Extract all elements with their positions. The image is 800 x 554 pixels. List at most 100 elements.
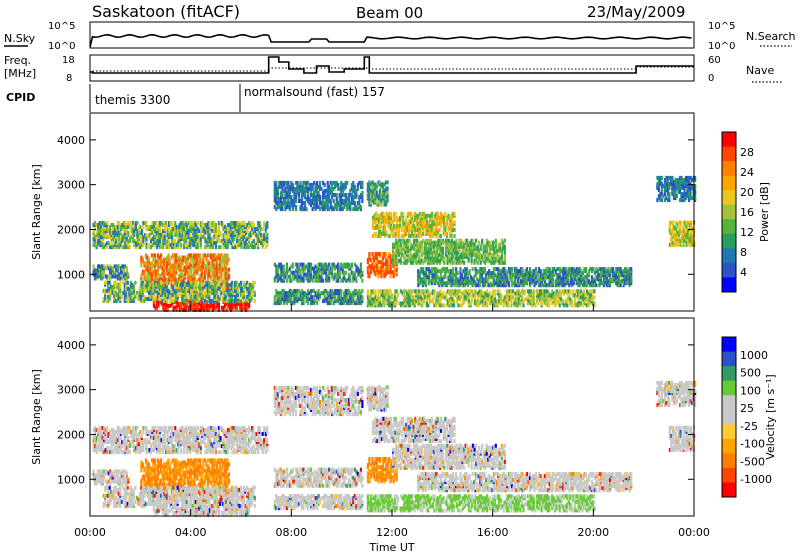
- power-cell: [153, 271, 157, 276]
- power-cell: [445, 221, 449, 226]
- power-cell: [175, 294, 178, 299]
- power-cell: [507, 267, 510, 272]
- power-cell: [305, 197, 308, 201]
- power-cell: [625, 267, 628, 272]
- power-cell: [227, 273, 231, 278]
- power-cell: [420, 213, 423, 218]
- power-cell: [598, 267, 601, 272]
- power-cell: [273, 186, 276, 191]
- power-cell: [441, 238, 444, 243]
- power-cell: [422, 260, 425, 265]
- power-cell: [106, 274, 109, 279]
- power-cell: [257, 239, 260, 244]
- power-cell: [174, 227, 177, 231]
- power-cell: [190, 237, 193, 242]
- power-cell: [353, 207, 356, 212]
- power-cell: [343, 297, 346, 302]
- power-cell: [310, 193, 313, 197]
- power-cell: [282, 264, 285, 269]
- power-cell: [392, 270, 395, 275]
- power-cell: [113, 241, 116, 246]
- power-cell: [343, 182, 346, 187]
- power-cell: [122, 268, 125, 273]
- power-cell: [501, 267, 504, 272]
- power-cell: [220, 290, 223, 295]
- power-cell: [181, 282, 184, 287]
- power-cell: [368, 299, 371, 304]
- power-cell: [494, 273, 497, 278]
- power-cell: [490, 252, 493, 257]
- power-cell: [388, 215, 391, 220]
- power-cell: [152, 284, 155, 289]
- power-cell: [118, 245, 121, 250]
- power-cell: [232, 292, 235, 297]
- power-cell: [126, 286, 129, 291]
- power-cell: [180, 221, 183, 225]
- power-cell: [122, 233, 125, 238]
- power-cell: [377, 225, 381, 230]
- power-cell: [284, 270, 287, 275]
- power-cell: [190, 255, 193, 260]
- power-cell: [424, 267, 427, 272]
- power-cell: [444, 267, 447, 272]
- power-cell: [391, 234, 394, 238]
- power-cell: [618, 283, 621, 288]
- power-cell: [134, 227, 137, 231]
- power-cell: [278, 291, 281, 296]
- power-cell: [519, 267, 522, 272]
- power-cell: [415, 234, 418, 238]
- power-cell: [482, 244, 485, 249]
- power-cell: [610, 267, 613, 272]
- power-cell: [195, 237, 198, 242]
- power-cell: [285, 266, 288, 271]
- power-cell: [137, 237, 140, 242]
- power-cell: [390, 223, 393, 228]
- power-cell: [331, 193, 334, 197]
- power-cell: [521, 275, 524, 280]
- power-cell: [571, 277, 574, 282]
- power-cell: [245, 223, 248, 227]
- power-cell: [358, 205, 361, 210]
- power-cell: [246, 243, 249, 248]
- power-cell: [578, 273, 581, 278]
- power-cell: [196, 233, 199, 238]
- power-cell: [299, 274, 302, 279]
- power-cell: [114, 298, 117, 303]
- power-cell: [303, 205, 307, 210]
- power-cell: [302, 190, 305, 195]
- power-cell: [140, 280, 143, 285]
- power-cell: [545, 267, 548, 272]
- power-cell: [394, 268, 397, 273]
- power-cell: [560, 277, 563, 282]
- power-cell: [143, 294, 146, 299]
- power-cell: [334, 205, 337, 210]
- power-cell: [293, 289, 296, 293]
- power-cell: [220, 239, 224, 244]
- power-cell: [153, 280, 157, 285]
- power-cell: [133, 239, 136, 244]
- power-cell: [253, 290, 256, 295]
- power-cell: [209, 275, 212, 280]
- power-cell: [217, 269, 220, 274]
- power-cell: [346, 203, 349, 207]
- power-cell: [305, 207, 308, 212]
- power-cell: [152, 299, 156, 304]
- power-cell: [377, 274, 380, 279]
- power-cell: [107, 235, 110, 240]
- power-cell: [276, 197, 279, 201]
- power-cell: [226, 255, 229, 260]
- power-cell: [100, 272, 103, 277]
- power-cell: [502, 260, 505, 265]
- power-cell: [205, 223, 208, 227]
- power-cell: [415, 223, 418, 228]
- power-cell: [409, 234, 412, 238]
- power-cell: [341, 207, 344, 212]
- power-cell: [542, 283, 545, 288]
- power-cell: [417, 227, 420, 232]
- power-cell: [166, 245, 169, 250]
- power-cell: [300, 193, 304, 197]
- power-cell: [381, 256, 385, 261]
- freq-panel: Freq. [MHz] 18 8 60 0 Nave: [4, 54, 782, 84]
- power-cell: [565, 271, 568, 276]
- power-cell: [343, 291, 346, 296]
